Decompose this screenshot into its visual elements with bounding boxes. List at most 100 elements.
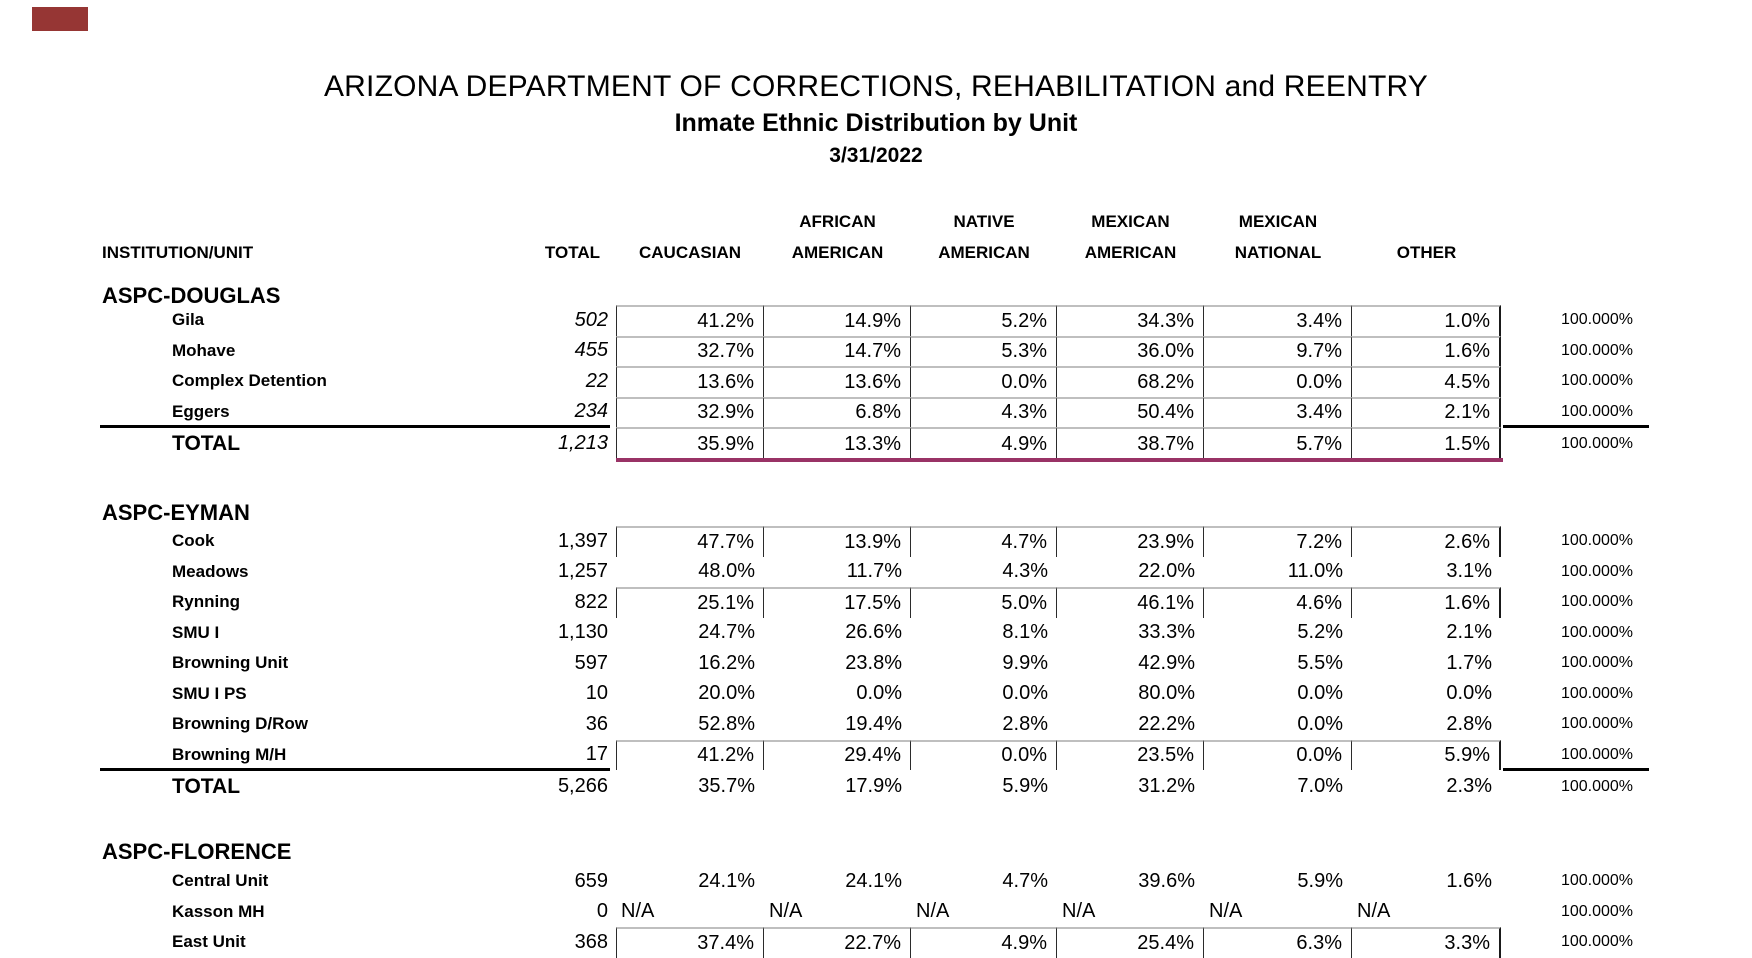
section-header: ASPC-EYMAN [102,500,250,525]
pct-cell: 1.6% [1352,335,1501,366]
section-header: ASPC-FLORENCE [102,839,292,864]
section-total-cell: 1,213 [557,432,608,454]
pct-cell: 35.9% [616,427,764,460]
table-row: Browning D/Row 36 52.8% 19.4% 2.8% 22.2% 0.0% 2… [0,709,1752,740]
unit-name: Browning D/Row [172,714,308,734]
pct-cell: 41.2% [616,739,764,770]
pct-cell: 3.4% [1204,396,1352,427]
pct-cell: 1.7% [1446,651,1492,674]
sum-rule [100,768,610,771]
pct-cell: 20.0% [698,682,755,705]
section-total-cell: 5,266 [557,775,608,797]
unit-name: East Unit [172,932,246,952]
column-header-ethnic: AMERICAN [938,243,1030,262]
pct-cell: 26.6% [845,621,902,644]
table-row: Kasson MH 0 N/A N/A N/A N/A N/A N/A 100.000% [0,897,1752,928]
corner-marker [32,7,88,31]
report-subtitle: Inmate Ethnic Distribution by Unit [674,109,1078,137]
row-sum-cell: 100.000% [1560,532,1633,550]
pct-cell: 9.7% [1204,335,1352,366]
pct-cell: 35.7% [698,775,755,797]
total-cell: 597 [574,651,608,674]
table-row: Meadows 1,257 48.0% 11.7% 4.3% 22.0% 11.0% 3.1%… [0,557,1752,588]
pct-cell: 39.6% [1138,869,1195,892]
total-cell: 36 [585,712,608,735]
sum-rule [1503,768,1649,771]
pct-cell: 23.9% [1057,526,1204,557]
table-row: Cook 1,397 47.7% 13.9% 4.7% 23.9% 7.2% 2.6% 100.… [0,526,1752,557]
column-header-ethnic: AMERICAN [1084,243,1177,262]
pct-cell: N/A [1209,900,1243,923]
unit-name: Gila [172,310,205,330]
column-header-ethnic: MEXICAN [1091,212,1170,231]
pct-cell: 2.8% [1446,712,1492,735]
column-header-ethnic: MEXICAN [1238,212,1318,231]
table-row: Mohave 455 32.7% 14.7% 5.3% 36.0% 9.7% 1.6% 100.… [0,335,1752,366]
pct-cell: 32.9% [616,396,764,427]
table-row: Browning M/H 17 41.2% 29.4% 0.0% 23.5% 0.0% 5.9… [0,739,1752,771]
pct-cell: 25.4% [1057,927,1204,958]
unit-name: SMU I PS [172,683,247,703]
row-sum-cell: 100.000% [1560,623,1633,641]
row-sum-cell: 100.000% [1560,933,1633,951]
pct-cell: N/A [769,900,803,923]
total-cell: 234 [574,400,608,423]
pct-cell: 3.3% [1352,927,1501,958]
column-header-ethnic: CAUCASIAN [639,243,741,262]
table-row: TOTAL 1,213 35.9% 13.3% 4.9% 38.7% 5.7% 1.5% 100… [0,427,1752,462]
pct-cell: 13.9% [764,526,911,557]
total-cell: 17 [585,743,608,766]
pct-cell: 41.2% [616,305,764,336]
pct-cell: N/A [1357,900,1391,923]
pct-cell: 46.1% [1057,587,1204,618]
row-sum-cell: 100.000% [1560,777,1633,795]
total-cell: 1,397 [557,529,608,552]
pct-cell: 0.0% [856,682,902,705]
pct-cell: 5.7% [1204,427,1352,460]
column-header-ethnic: OTHER [1396,243,1457,262]
pct-cell: 5.2% [911,305,1057,336]
unit-name: Kasson MH [172,901,265,921]
pct-cell: 29.4% [764,739,911,770]
pct-cell: 9.9% [1002,651,1048,674]
row-sum-cell: 100.000% [1560,715,1633,733]
unit-name: SMU I [172,622,220,642]
sum-rule [100,425,610,428]
pct-cell: 8.1% [1002,621,1048,644]
row-sum-cell: 100.000% [1560,872,1633,890]
pct-cell: 68.2% [1057,366,1204,397]
total-cell: 822 [574,590,608,613]
pct-cell: 13.6% [616,366,764,397]
total-cell: 22 [585,369,608,392]
pct-cell: 37.4% [616,927,764,958]
pct-cell: 0.0% [1002,682,1048,705]
pct-cell: 0.0% [1446,682,1492,705]
pct-cell: 5.9% [1002,775,1048,797]
pct-cell: 38.7% [1057,427,1204,460]
pct-cell: 0.0% [1297,712,1343,735]
pct-cell: 23.5% [1057,739,1204,770]
unit-name: Cook [172,531,215,551]
pct-cell: 50.4% [1057,396,1204,427]
row-sum-cell: 100.000% [1560,684,1633,702]
pct-cell: 31.2% [1138,775,1195,797]
unit-name: Eggers [172,401,230,421]
pct-cell: 1.6% [1352,587,1501,618]
column-header-ethnic: NATIONAL [1234,243,1322,262]
pct-cell: 5.5% [1297,651,1343,674]
pct-cell: 80.0% [1138,682,1195,705]
pct-cell: N/A [621,900,655,923]
report-date: 3/31/2022 [829,144,923,167]
pct-cell: 24.1% [845,869,902,892]
column-header-ethnic: AMERICAN [791,243,884,262]
pct-cell: 2.3% [1446,775,1492,797]
table-row: TOTAL 5,266 35.7% 17.9% 5.9% 31.2% 7.0% 2.3% 100… [0,770,1752,803]
unit-name: Mohave [172,340,236,360]
pct-cell: 32.7% [616,335,764,366]
pct-cell: 24.1% [698,869,755,892]
pct-cell: 4.9% [911,427,1057,460]
table-row: Rynning 822 25.1% 17.5% 5.0% 46.1% 4.6% 1.6% 100… [0,587,1752,618]
pct-cell: 7.2% [1204,526,1352,557]
row-sum-cell: 100.000% [1560,593,1633,611]
